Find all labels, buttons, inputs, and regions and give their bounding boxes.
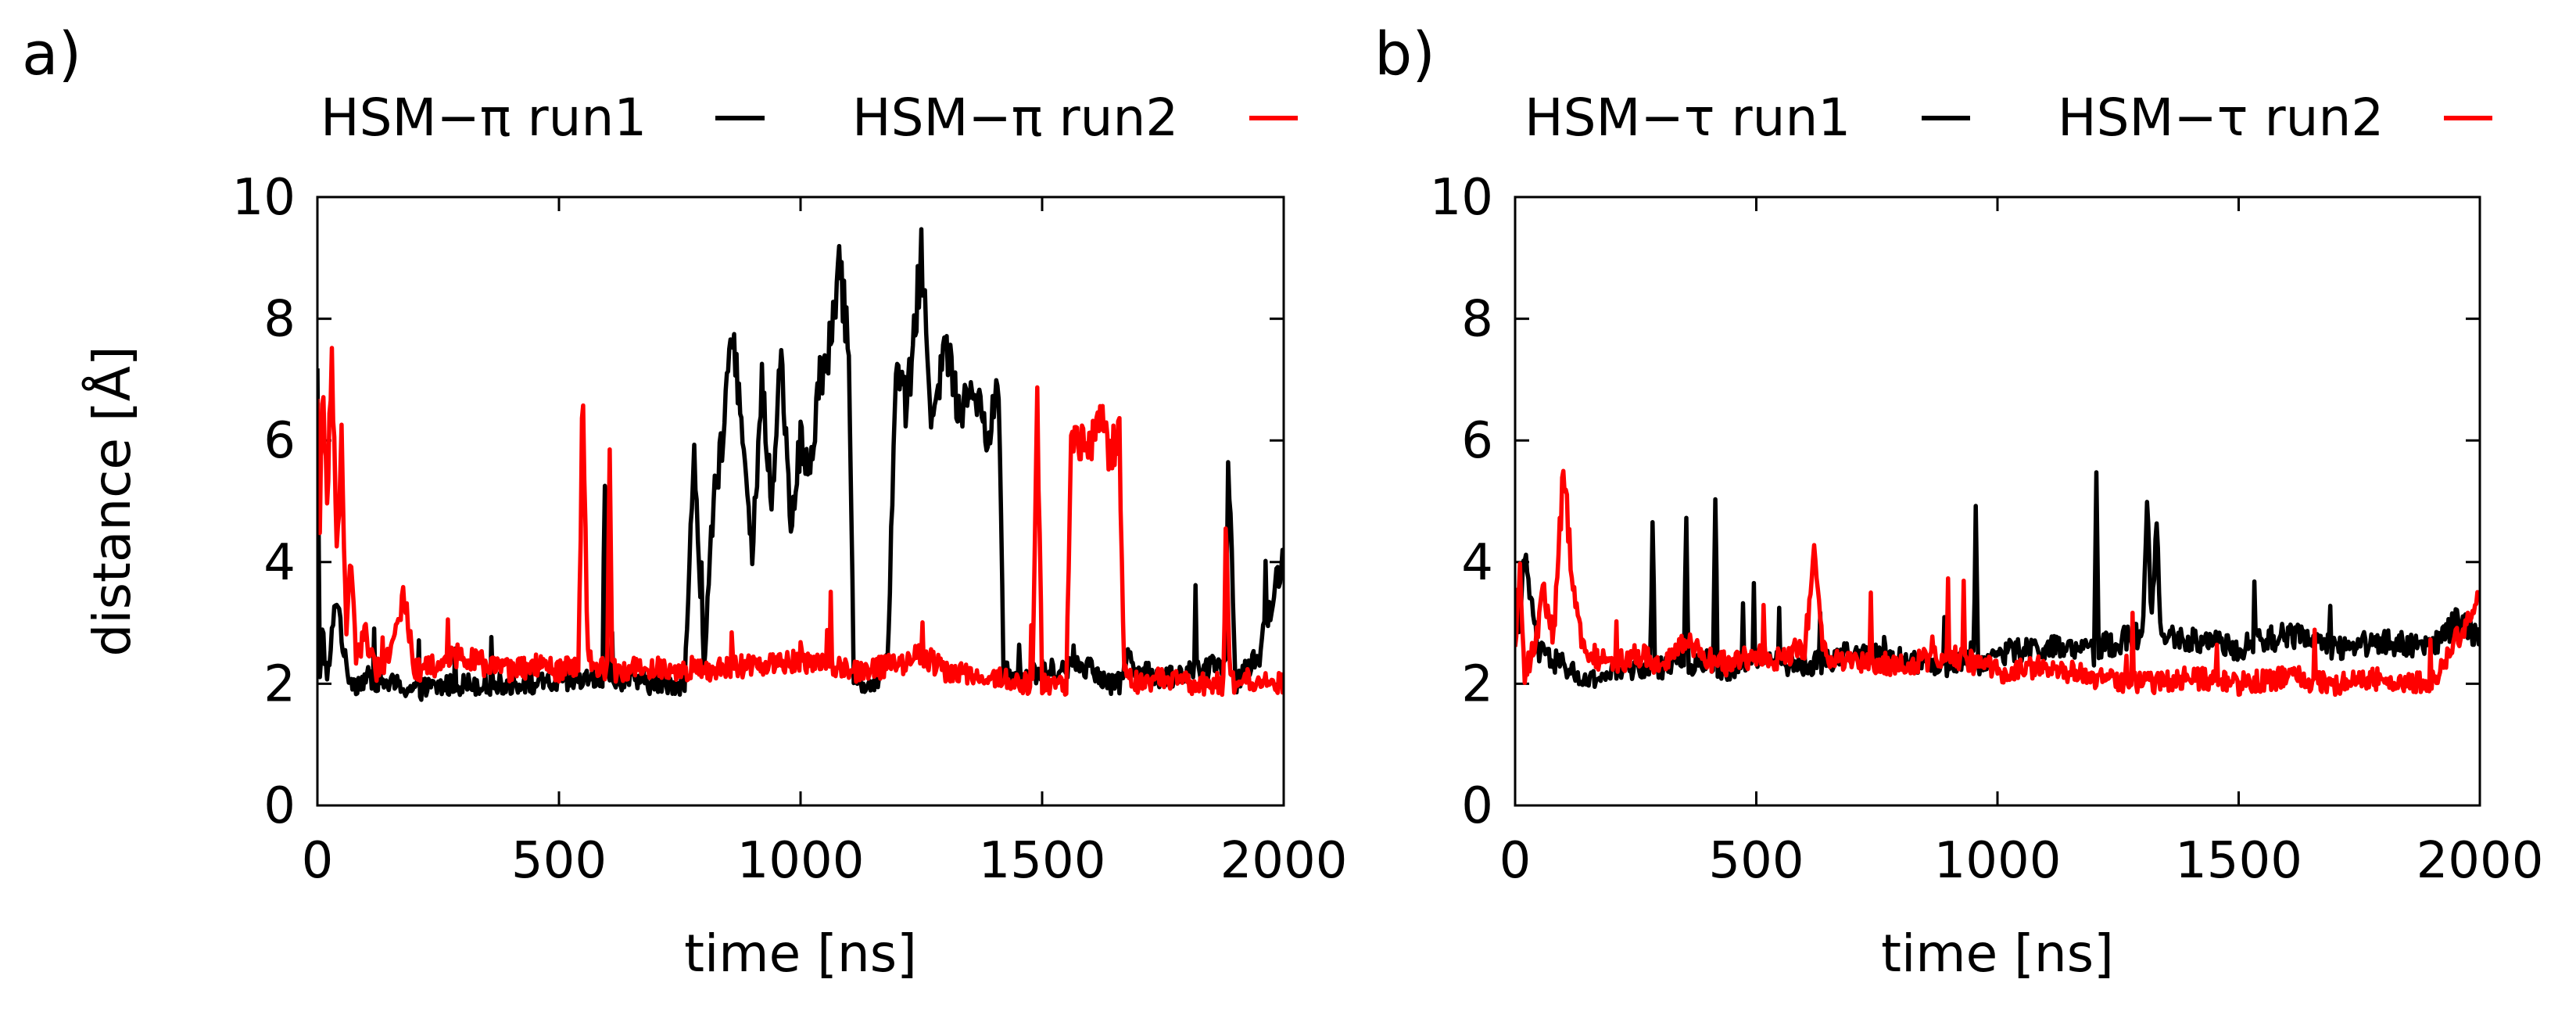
y-tick-label: 0 [263,777,296,835]
series-line-1 [1515,470,2480,690]
x-axis-title: time [ns] [1881,924,2114,984]
y-tick-label: 6 [1461,412,1493,470]
x-tick-label: 0 [302,832,334,890]
legend-label-2: HSM−τ run2 [2058,88,2384,148]
x-tick-label: 500 [1708,832,1804,890]
y-tick-label: 4 [263,534,296,592]
y-tick-label: 10 [232,169,296,227]
y-tick-label: 2 [263,655,296,713]
y-tick-label: 2 [1461,655,1493,713]
y-axis-title: distance [Å] [82,346,142,656]
series-line-2 [1515,468,2480,698]
y-tick-label: 8 [263,291,296,349]
x-tick-label: 1500 [2175,832,2302,890]
y-tick-label: 4 [1461,534,1493,592]
panel-label: b) [1374,19,1435,88]
y-tick-label: 0 [1461,777,1493,835]
x-tick-label: 1000 [737,832,865,890]
panel-label: a) [22,19,81,88]
x-tick-label: 500 [511,832,607,890]
panel-a: a) 0 2 4 6 8 10 0 500 1000 1500 2000 time [ns] distan… [22,19,1347,984]
plot-frame [316,195,1285,807]
x-axis-title: time [ns] [684,924,917,984]
x-tick-label: 1500 [979,832,1106,890]
x-tick-label: 1000 [1934,832,2062,890]
y-tick-label: 8 [1461,291,1493,349]
legend-label-1: HSM−τ run1 [1524,88,1850,148]
y-tick-label: 10 [1430,169,1493,227]
panel-b: b) 0 2 4 6 8 10 0 500 1000 1500 2000 time [ns] HSM−τ … [1374,19,2543,984]
legend-label-1: HSM−π run1 [321,88,647,148]
series-traces [317,227,1284,702]
x-tick-label: 2000 [2417,832,2544,890]
series-line-1 [317,227,1284,702]
y-tick-label: 6 [263,412,296,470]
x-tick-label: 0 [1499,832,1532,890]
x-tick-label: 2000 [1220,832,1348,890]
series-line-2 [317,346,1284,698]
series-traces [1515,468,2480,698]
plot-frame [1514,195,2481,807]
legend-label-2: HSM−π run2 [852,88,1178,148]
